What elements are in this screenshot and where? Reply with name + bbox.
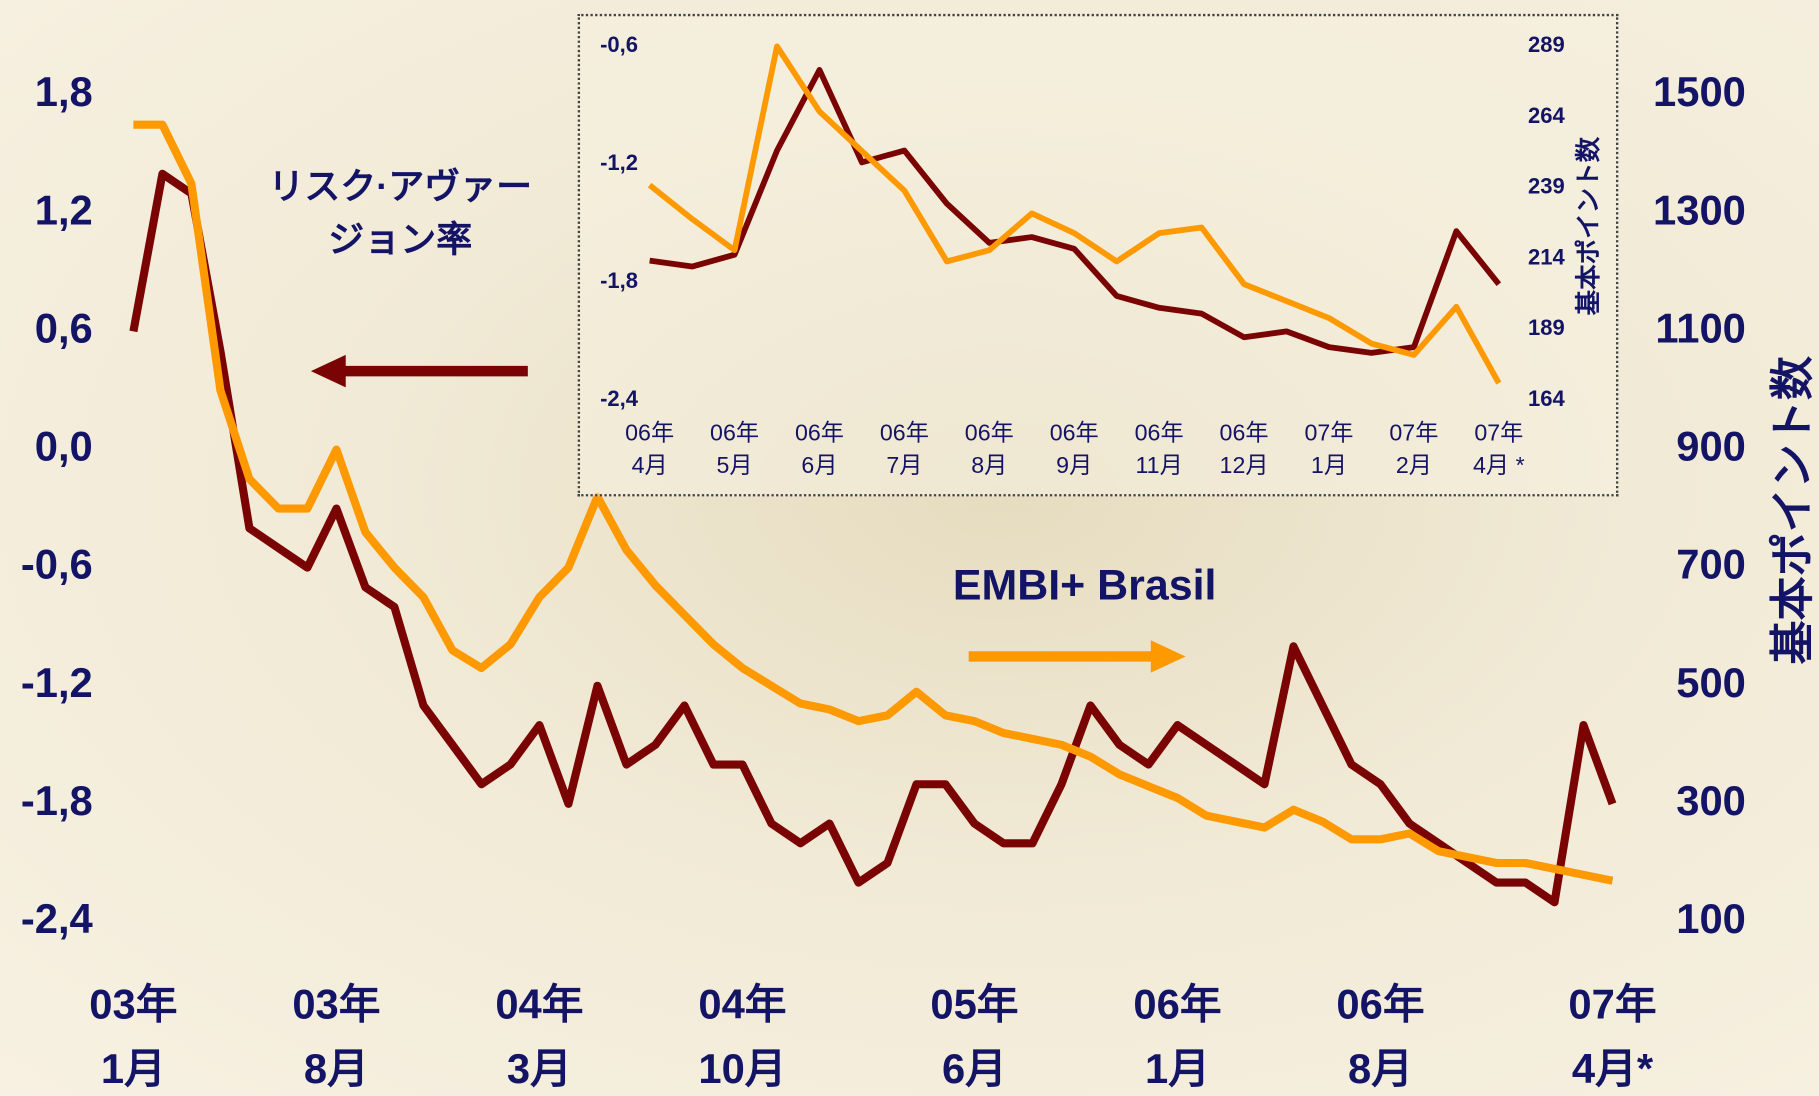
y2-tick-label: 239	[1528, 174, 1565, 199]
x-tick-label: 05年 6月	[930, 972, 1018, 1096]
x-tick-label: 06年 7月	[880, 418, 929, 483]
x-tick-label: 07年 4月 *	[1473, 418, 1525, 483]
y-tick-label: -2,4	[600, 386, 639, 411]
x-tick-label: 06年 8月	[1336, 972, 1424, 1096]
series-line	[650, 70, 1499, 353]
y2-tick-label: 164	[1528, 386, 1565, 411]
x-tick-label: 03年 1月	[89, 972, 177, 1096]
y2-tick-label: 289	[1528, 32, 1565, 57]
series-label: EMBI+ Brasil	[916, 561, 1252, 610]
y2-axis-label: 基本ポイント数	[1574, 136, 1603, 315]
x-tick-label: 07年 2月	[1389, 418, 1438, 483]
y-tick-label: -0,6	[600, 32, 638, 57]
x-tick-label: 06年 1月	[1133, 972, 1221, 1096]
y2-tick-label: 214	[1528, 244, 1565, 269]
x-tick-label: 06年 6月	[795, 418, 844, 483]
y-tick-label: -1,8	[600, 268, 638, 293]
x-tick-label: 07年 4月*	[1568, 972, 1656, 1096]
x-tick-label: 04年 10月	[698, 972, 786, 1096]
x-tick-label: 06年 12月	[1220, 418, 1269, 483]
x-tick-label: 06年 8月	[965, 418, 1014, 483]
y2-tick-label: 189	[1528, 315, 1565, 340]
series-label: リスク·アヴァー ジョン率	[249, 160, 551, 267]
x-tick-label: 03年 8月	[292, 972, 380, 1096]
x-tick-label: 06年 11月	[1135, 418, 1184, 483]
x-tick-label: 06年 5月	[710, 418, 759, 483]
series-line	[650, 46, 1499, 383]
y2-tick-label: 264	[1528, 103, 1565, 128]
x-tick-label: 07年 1月	[1304, 418, 1353, 483]
x-tick-label: 04年 3月	[495, 972, 583, 1096]
x-tick-label: 06年 9月	[1050, 418, 1099, 483]
y-tick-label: -1,2	[600, 150, 638, 175]
page: 1,81,20,60,0-0,6-1,2-1,8-2,4150013001100…	[0, 0, 1819, 1096]
x-tick-label: 06年 4月	[625, 418, 674, 483]
